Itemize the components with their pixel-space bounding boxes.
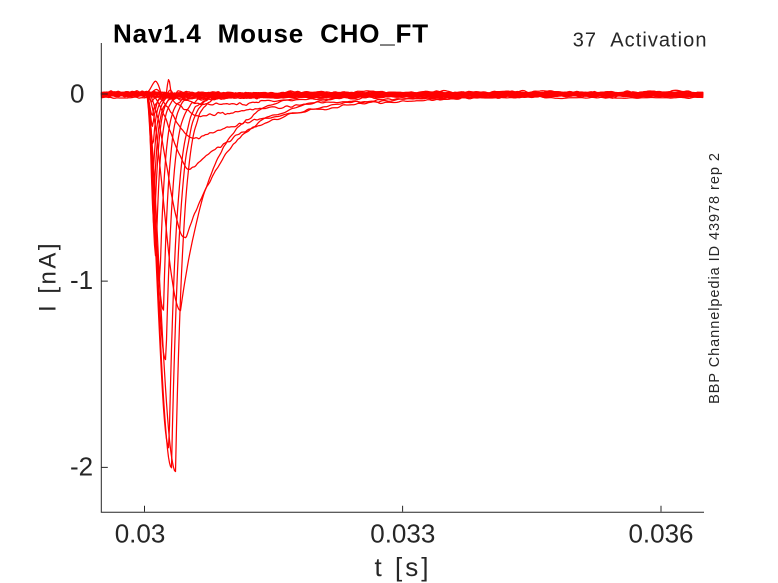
svg-text:BBP Channelpedia ID 43978 rep: BBP Channelpedia ID 43978 rep 2	[707, 152, 723, 404]
svg-text:0: 0	[70, 79, 84, 109]
svg-text:t [s]: t [s]	[375, 552, 432, 582]
svg-text:0.033: 0.033	[370, 519, 435, 549]
svg-text:37 Activation: 37 Activation	[573, 30, 708, 52]
svg-text:Nav1.4 Mouse CHO_FT: Nav1.4 Mouse CHO_FT	[113, 19, 429, 49]
svg-text:0.03: 0.03	[115, 519, 166, 549]
svg-text:-2: -2	[70, 451, 93, 481]
svg-text:-1: -1	[70, 265, 93, 295]
svg-text:0.036: 0.036	[628, 519, 693, 549]
svg-text:I [nA]: I [nA]	[35, 241, 62, 312]
